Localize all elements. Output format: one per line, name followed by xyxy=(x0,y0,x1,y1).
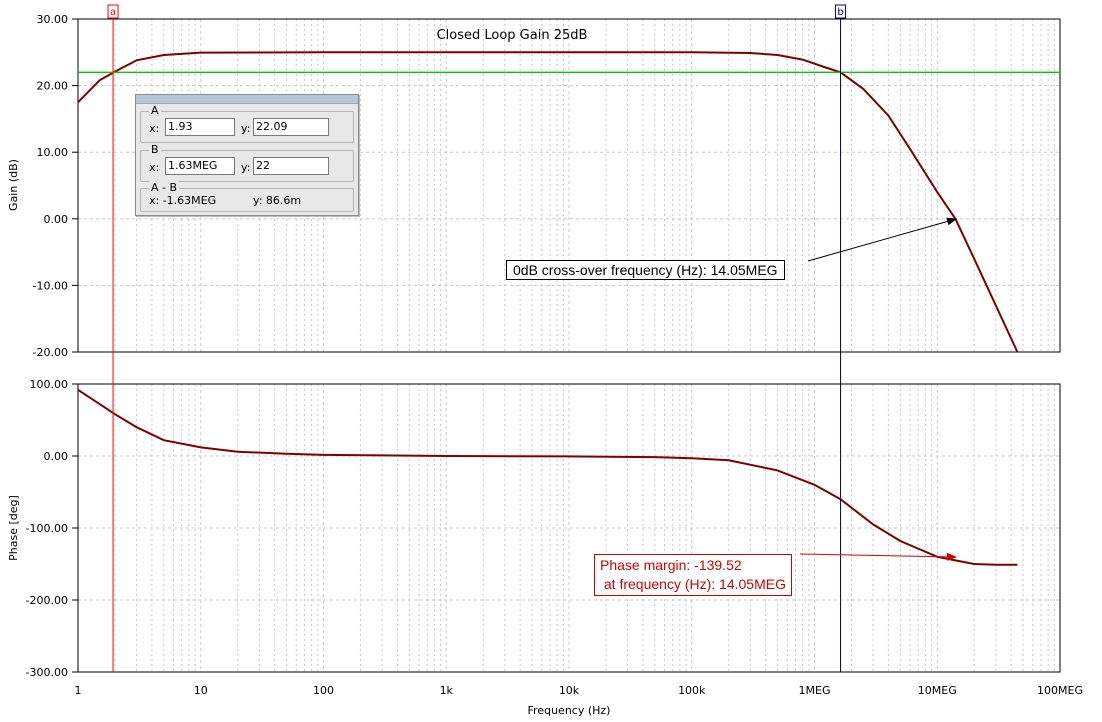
cursor-a-x-label: x: xyxy=(149,122,160,135)
tick-labels: 30.00 20.00 10.00 0.00 -10.00 -20.00 100.00 0.0… xyxy=(26,13,1083,697)
y-tick-label: 100.00 xyxy=(30,378,69,391)
cursor-diff-y: y: 86.6m xyxy=(253,194,302,207)
y-tick-label: -100.00 xyxy=(26,522,68,535)
cursor-diff-group: A - B x: -1.63MEG y: 86.6m xyxy=(140,181,354,212)
y-tick-label: 20.00 xyxy=(37,80,69,93)
cursor-a-group: A x: 1.93 y: 22.09 xyxy=(140,104,354,143)
cursor-tag-a xyxy=(107,4,119,19)
phase-frequency-line: at frequency (Hz): 14.05MEG xyxy=(600,576,786,592)
x-tick-label: 1MEG xyxy=(799,684,831,697)
phase-margin-annotation[interactable]: Phase margin: -139.52 at frequency (Hz):… xyxy=(594,554,792,596)
phase-y-axis-label: Phase [deg] xyxy=(7,495,20,561)
cursor-a-y-field[interactable]: 22.09 xyxy=(253,118,329,136)
cursor-b-y-label: y: xyxy=(241,161,251,174)
cursor-a-y-label: y: xyxy=(241,122,251,135)
cursor-a-title: A xyxy=(149,104,161,117)
x-tick-label: 10 xyxy=(194,684,208,697)
gain-chart-title: Closed Loop Gain 25dB xyxy=(437,28,588,43)
x-tick-label: 100k xyxy=(678,684,706,697)
cursor-b-title: B xyxy=(149,143,161,156)
annotation-arrows xyxy=(799,217,957,561)
cursor-tag-label: b xyxy=(837,7,843,18)
phase-margin-line: Phase margin: -139.52 xyxy=(600,557,742,573)
cursor-tag-b xyxy=(835,4,847,19)
y-tick-label: -20.00 xyxy=(33,346,68,359)
gain-plot-frame xyxy=(77,18,1061,353)
x-tick-label: 100MEG xyxy=(1037,684,1083,697)
cursor-b-x-label: x: xyxy=(149,161,160,174)
x-axis-label: Frequency (Hz) xyxy=(528,704,611,717)
cursor-readout-panel[interactable]: A x: 1.93 y: 22.09 B x: 1.63MEG y: 22 A … xyxy=(135,94,359,216)
phase-annotation-arrow xyxy=(799,552,957,561)
cursor-b-x-field[interactable]: 1.63MEG xyxy=(165,157,235,175)
series-line xyxy=(77,388,1018,566)
x-tick-label: 100 xyxy=(313,684,334,697)
series-line xyxy=(77,51,1019,353)
gain-y-axis-label: Gain (dB) xyxy=(7,159,20,211)
panel-title-bar[interactable] xyxy=(136,95,358,104)
cursor-tag-label: a xyxy=(110,7,116,18)
series xyxy=(77,51,1060,566)
y-tick-label: -300.00 xyxy=(26,666,68,679)
y-tick-label: -10.00 xyxy=(33,279,68,292)
x-tick-label: 10MEG xyxy=(918,684,957,697)
y-tick-label: -200.00 xyxy=(26,594,68,607)
cursor-b-group: B x: 1.63MEG y: 22 xyxy=(140,143,354,182)
cursor-a-x-field[interactable]: 1.93 xyxy=(165,118,235,136)
y-tick-label: 0.00 xyxy=(44,450,69,463)
x-tick-label: 1 xyxy=(75,684,82,697)
cursor-diff-title: A - B xyxy=(149,181,180,194)
gain-crossover-annotation[interactable]: 0dB cross-over frequency (Hz): 14.05MEG xyxy=(506,260,785,280)
y-tick-label: 0.00 xyxy=(44,213,69,226)
x-tick-label: 10k xyxy=(559,684,580,697)
cursor-b-y-field[interactable]: 22 xyxy=(253,157,329,175)
y-tick-label: 10.00 xyxy=(37,146,69,159)
cursor-diff-x: x: -1.63MEG xyxy=(149,194,217,207)
y-tick-label: 30.00 xyxy=(37,13,69,26)
gain-annotation-arrow xyxy=(807,217,957,262)
x-tick-label: 1k xyxy=(440,684,454,697)
